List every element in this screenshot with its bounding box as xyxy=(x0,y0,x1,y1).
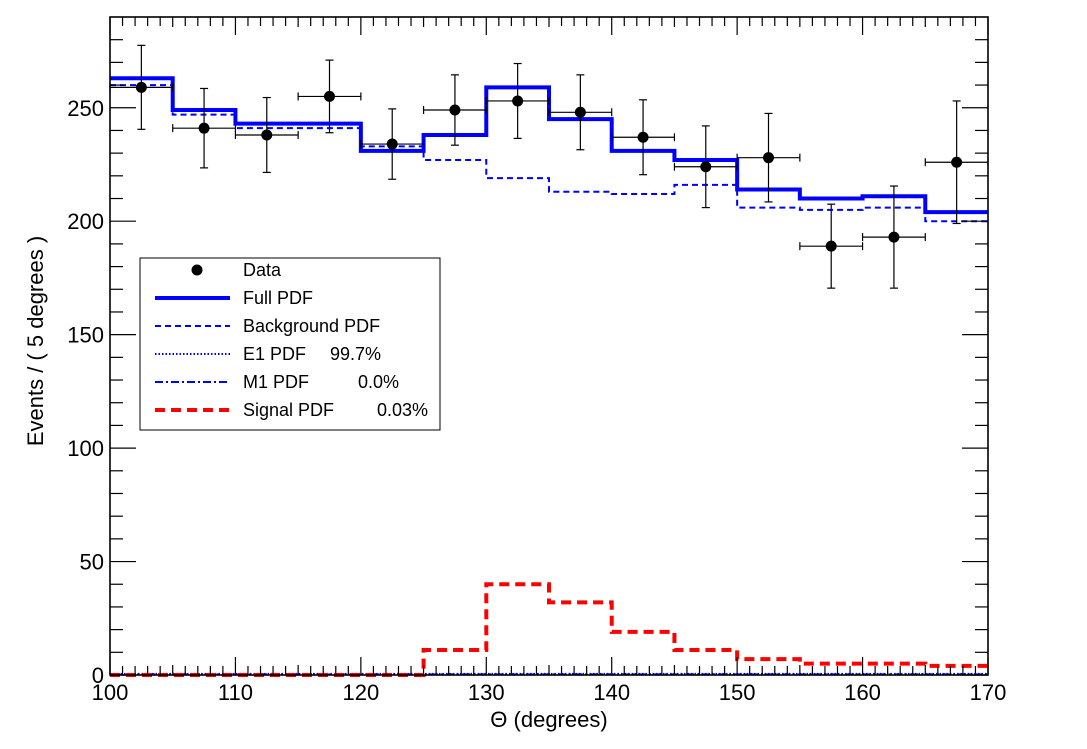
data-point xyxy=(297,59,362,134)
x-tick-label: 130 xyxy=(468,680,505,705)
data-marker xyxy=(135,81,147,93)
legend-label-signal-pdf: Signal PDF xyxy=(243,400,334,420)
legend-value-e1-pdf: 99.7% xyxy=(330,344,381,364)
data-marker xyxy=(449,104,461,116)
data-point xyxy=(360,108,425,180)
x-tick-label: 100 xyxy=(92,680,129,705)
data-point xyxy=(422,74,487,146)
data-marker xyxy=(198,122,210,134)
data-point xyxy=(673,125,738,209)
x-tick-label: 160 xyxy=(844,680,881,705)
y-tick-label: 50 xyxy=(80,550,104,575)
legend-label-e1-pdf: E1 PDF xyxy=(243,344,306,364)
data-marker xyxy=(386,138,398,150)
legend-value-signal-pdf: 0.03% xyxy=(377,400,428,420)
legend-label-m1-pdf: M1 PDF xyxy=(243,372,309,392)
legend-data-marker xyxy=(191,264,203,276)
y-axis-title: Events / ( 5 degrees ) xyxy=(23,236,48,446)
series-signal-pdf xyxy=(110,582,988,677)
y-tick-label: 0 xyxy=(92,663,104,688)
data-point xyxy=(548,74,613,151)
data-point xyxy=(924,100,989,225)
legend-box xyxy=(139,257,441,431)
data-marker xyxy=(763,152,774,164)
data-point xyxy=(611,99,676,176)
x-tick-label: 170 xyxy=(970,680,1007,705)
data-marker xyxy=(951,156,963,168)
data-point xyxy=(736,112,801,203)
legend: Data Full PDF Background PDF E1 PDF 99.7… xyxy=(139,257,441,431)
data-marker xyxy=(512,95,524,107)
data-point xyxy=(799,203,864,289)
x-tick-label: 150 xyxy=(719,680,756,705)
series-background-pdf xyxy=(110,84,988,223)
legend-label-full-pdf: Full PDF xyxy=(243,288,313,308)
data-point xyxy=(234,96,299,174)
legend-label-data: Data xyxy=(243,260,282,280)
y-tick-label: 150 xyxy=(67,323,104,348)
x-tick-label: 120 xyxy=(342,680,379,705)
data-marker xyxy=(825,240,837,252)
data-marker xyxy=(574,106,586,118)
x-axis-title: Θ (degrees) xyxy=(490,707,607,732)
data-marker xyxy=(324,90,335,102)
legend-value-m1-pdf: 0.0% xyxy=(358,372,399,392)
plot-area xyxy=(109,16,989,677)
data-point xyxy=(109,44,174,130)
legend-label-background-pdf: Background PDF xyxy=(243,316,380,336)
data-points xyxy=(109,44,989,289)
data-marker xyxy=(888,231,900,243)
y-tick-label: 250 xyxy=(67,96,104,121)
y-tick-label: 100 xyxy=(67,436,104,461)
data-marker xyxy=(700,161,712,173)
data-marker xyxy=(637,131,649,143)
data-point xyxy=(485,62,550,139)
data-point xyxy=(172,87,237,169)
data-point xyxy=(861,185,926,289)
x-tick-label: 110 xyxy=(218,680,253,705)
series-full-pdf xyxy=(110,76,988,215)
data-marker xyxy=(261,129,273,141)
y-tick-label: 200 xyxy=(67,209,104,234)
axis-ticks xyxy=(109,17,989,676)
x-tick-label: 140 xyxy=(593,680,630,705)
